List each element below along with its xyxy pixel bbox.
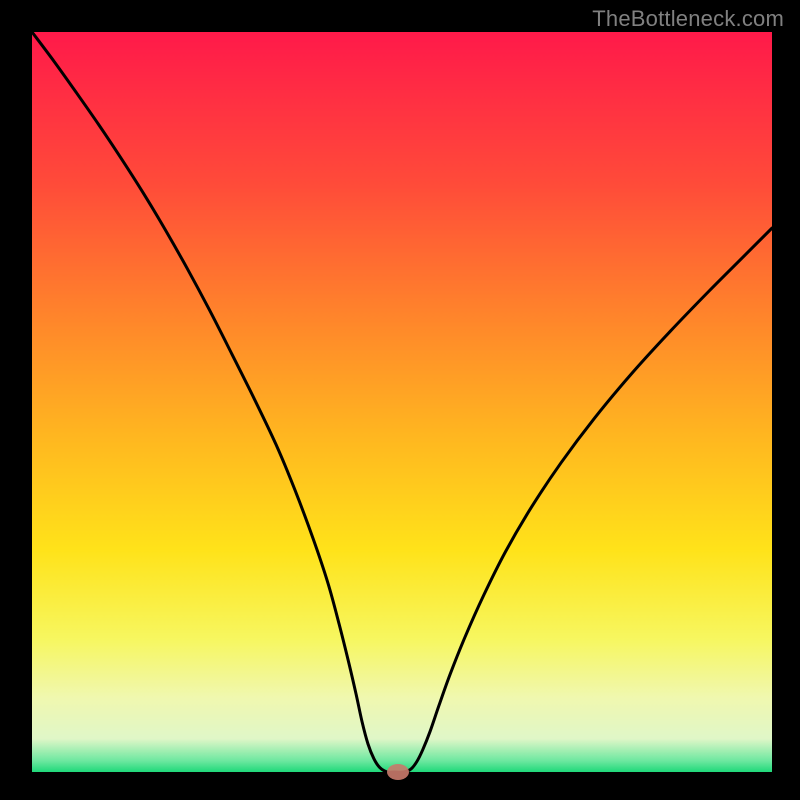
plot-area (32, 32, 772, 772)
gradient-background (32, 32, 772, 772)
minimum-marker (387, 764, 409, 780)
watermark-text: TheBottleneck.com (592, 6, 784, 32)
chart-container: TheBottleneck.com (0, 0, 800, 800)
